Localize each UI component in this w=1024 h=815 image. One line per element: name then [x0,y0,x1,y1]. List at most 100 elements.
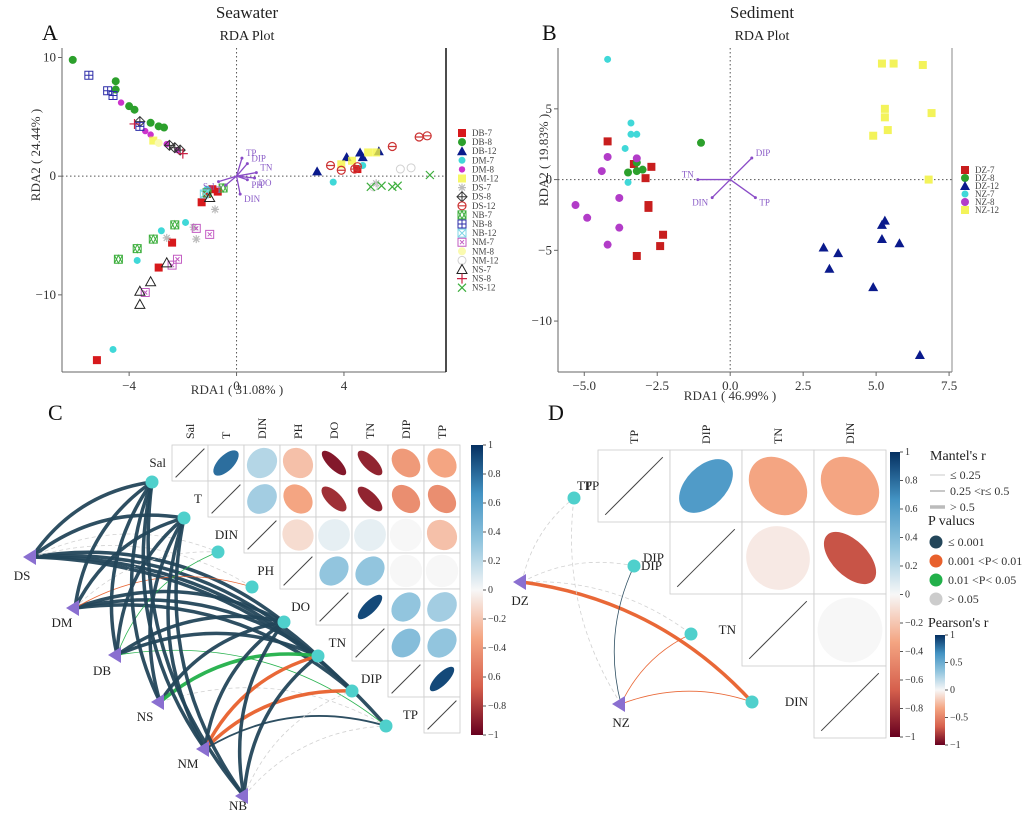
correlation-ellipse [426,519,458,551]
arrow-head [245,178,249,182]
legend-label-ds-7: DS-7 [472,183,492,193]
point-dm-7 [157,227,165,235]
plot-title-b: RDA Plot [735,29,790,44]
variable-node-tn [311,649,325,663]
mantel-link-dm-do [74,589,285,624]
column-header-din: DIN [255,417,269,439]
point-ns-7 [144,275,157,287]
correlation-ellipse [355,556,385,586]
point-dz-8 [624,168,633,177]
point-dz-7 [659,230,668,239]
row-label-tn: TN [329,635,347,650]
p-value-swatch [929,554,943,568]
legend-label-ns-8: NS-8 [472,274,492,284]
p-value-legend-item: > 0.05 [948,592,979,606]
point-nb-7 [148,233,158,245]
point-ns-7 [134,285,146,296]
panel-label-d: D [548,400,564,425]
mantel-link-dz-tn [521,581,692,635]
point-ns-7 [203,191,216,203]
point-ds-7 [192,235,201,244]
column-header-tn: TN [771,428,785,444]
point-dz-12 [914,350,925,360]
legend-label-nb-8: NB-8 [472,219,492,229]
legend-label-nm-7: NM-7 [472,237,494,247]
correlation-matrix-c: Sal T DIN PH DO TN DIP TP Sal T DIN PH DO TN DIP TP [149,417,461,734]
point-dm-7 [182,218,190,226]
point-nm-12 [406,163,416,173]
arrow-head [253,176,257,180]
row-label-do: DO [291,599,310,614]
legend-label-db-12: DB-12 [472,146,497,156]
biplot-arrow-dip [729,157,753,181]
x-axis-label-b: RDA1 ( 46.99% ) [684,388,776,403]
p-value-legend-item: ≤ 0.001 [948,535,985,549]
mantel-link-ds-sal [30,480,153,558]
colorbar-d: 1 0.8 0.6 0.4 0.2 0 −0.2 −0.4 −0.6 −0.8 −1 [890,447,923,743]
point-nm-12 [368,182,378,192]
x-tick-label: −2.5 [645,378,669,393]
pearson-colorbar: 1 0.5 0 −0.5 −1 [935,630,968,751]
point-nz-7 [627,119,635,127]
mantel-link-nb-tn [242,654,320,797]
point-ns-12 [377,181,386,191]
point-db-7 [168,238,177,247]
colorbar-tick-label: −0.6 [905,675,923,686]
rda-plot-b: −5.0 −2.5 0.0 2.5 5.0 7.5 −10 −5 0 5 TN DIP TP DIN DZ-… [532,48,999,393]
correlation-ellipse [357,486,383,512]
row-label-dip: DIP [361,671,382,686]
point-dz-12 [833,248,844,258]
column-header-tp: TP [627,430,641,444]
y-tick-label: −10 [36,287,56,302]
p-value-legend: ≤ 0.001 0.001 <P< 0.01 0.01 <P< 0.05 > 0.05 [929,535,1022,606]
point-nz-8 [615,193,624,202]
point-ns-12 [393,181,403,191]
column-header-dip: DIP [699,424,713,444]
point-dz-7 [603,137,612,146]
p-value-swatch [929,592,943,606]
biplot-arrow-tp [235,157,243,177]
point-nz-12 [880,104,889,113]
correlation-matrix-d: TP DIP TN DIN TP DIP TN DIN [577,422,887,739]
point-ns-8 [129,118,140,129]
arrow-head [224,183,228,187]
biplot-arrow-dip [236,163,248,177]
point-nz-12 [869,131,878,140]
point-db-8 [68,55,77,64]
correlation-ellipse [357,594,383,620]
colorbar-tick-label: 0.2 [905,561,918,572]
sample-label-dz: DZ [511,593,528,608]
point-nm-7 [172,254,182,264]
mantel-link-ns-t [148,517,186,703]
legend-label-ns-7: NS-7 [472,265,492,275]
point-dz-12 [824,263,835,273]
legend-marker-ns-7 [456,263,468,274]
colorbar-c: 1 0.8 0.6 0.4 0.2 0 −0.2 −0.4 0.6 −0.8 −1 [471,440,506,741]
arrow-label-tn: TN [682,170,694,180]
x-tick-label: 0.0 [722,378,738,393]
legend-label-ds-8: DS-8 [472,192,492,202]
mantel-link-db-sal [109,480,154,656]
column-header-t: T [219,431,233,439]
mantel-link-db-do [115,614,285,657]
legend-a: DB-7DB-8DB-12DM-7DM-8DM-12DS-7DS-8DS-12N… [456,128,499,293]
mantel-link-dm-din [74,551,219,609]
mantel-r-legend: ≤ 0.25 0.25 <r≤ 0.5 > 0.5 [930,468,1009,514]
legend-label-nb-7: NB-7 [472,210,492,220]
point-nb-7 [218,182,228,194]
mantel-link-dm-ph [74,576,253,609]
point-dm-7 [329,178,337,186]
point-dz-12 [876,234,887,244]
colorbar-tick-label: 0.4 [905,533,918,544]
sample-node-nb [235,788,248,804]
row-label-tp: TP [577,478,592,493]
point-ds-12 [352,162,362,172]
point-ns-7 [134,298,146,309]
mantel-link-dz-dip [521,561,635,583]
arrow-label-dip: DIP [251,154,266,164]
mantel-link-nz-din [620,690,753,705]
point-ns-12 [425,170,435,180]
legend-label-ns-12: NS-12 [472,283,496,293]
